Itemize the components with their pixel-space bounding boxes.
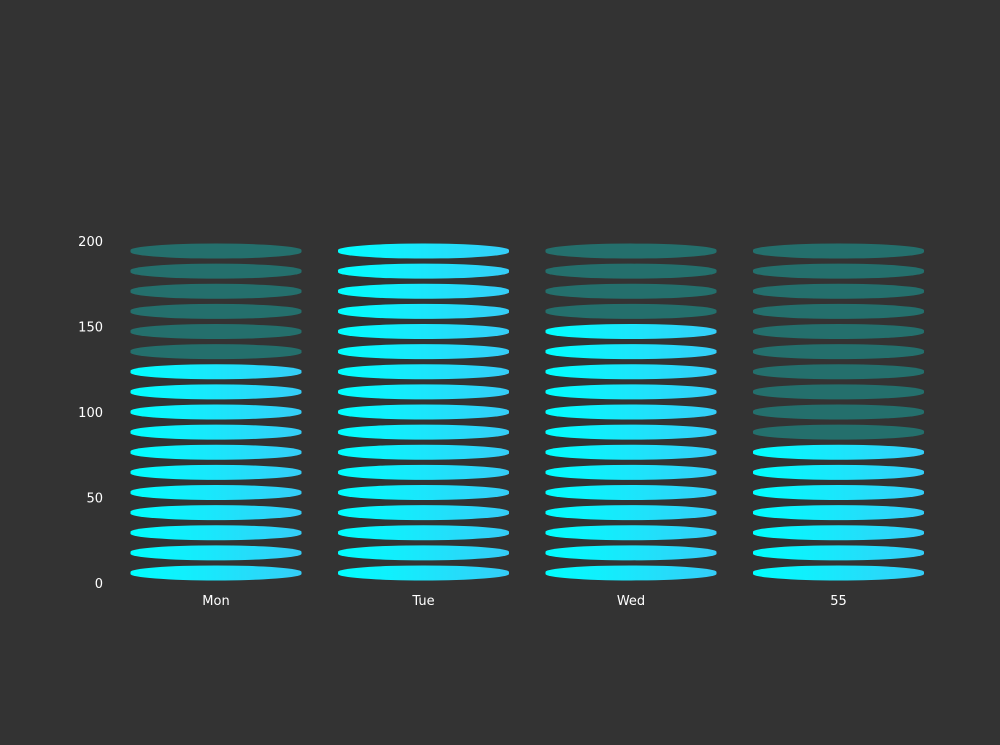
bar-segment-empty (130, 243, 302, 259)
bar-segment-filled (545, 364, 717, 380)
x-tick-label: 55 (830, 594, 847, 609)
bar-segment-empty (753, 384, 924, 400)
bar-segment-empty (545, 303, 717, 319)
bar-segment-filled (338, 324, 509, 340)
bar-segment-filled (130, 525, 302, 541)
y-axis: 0 50 100 150 200 (78, 235, 103, 592)
y-tick-label: 100 (78, 406, 103, 421)
bar-segment-empty (753, 303, 924, 319)
bar-segment-filled (753, 484, 924, 500)
bar-segment-empty (545, 263, 717, 279)
bar-segment-filled (753, 464, 924, 480)
bar-segment-filled (338, 505, 509, 521)
bar-55 (753, 243, 924, 581)
bar-segment-filled (338, 303, 509, 319)
bar-segment-filled (130, 424, 302, 440)
bar-segment-empty (130, 263, 302, 279)
bar-segment-filled (753, 525, 924, 541)
bar-segment-filled (130, 444, 302, 460)
bar-segment-filled (545, 484, 717, 500)
bar-tue (338, 243, 509, 581)
bar-segment-empty (130, 324, 302, 340)
bar-segment-filled (338, 484, 509, 500)
y-tick-label: 150 (78, 321, 103, 336)
bar-segment-filled (545, 525, 717, 541)
bar-segment-filled (130, 404, 302, 420)
bar-segment-filled (338, 364, 509, 380)
bar-segment-filled (545, 545, 717, 561)
bar-segment-filled (338, 283, 509, 299)
bar-segment-empty (545, 283, 717, 299)
y-tick-label: 200 (78, 235, 103, 250)
bar-segment-empty (130, 303, 302, 319)
bar-segment-filled (545, 444, 717, 460)
x-tick-label: Mon (202, 594, 229, 609)
bar-segment-filled (545, 464, 717, 480)
bar-segment-empty (753, 283, 924, 299)
x-tick-label: Tue (411, 594, 434, 609)
x-tick-label: Wed (617, 594, 645, 609)
bar-segment-empty (753, 344, 924, 360)
bar-segment-filled (338, 404, 509, 420)
bar-segment-empty (753, 243, 924, 259)
bar-segment-filled (130, 565, 302, 581)
bar-segment-empty (753, 324, 924, 340)
bar-segment-empty (753, 364, 924, 380)
bar-segment-empty (130, 283, 302, 299)
bar-segment-filled (338, 243, 509, 259)
bar-segment-filled (753, 545, 924, 561)
bar-segment-filled (130, 505, 302, 521)
bar-mon (130, 243, 302, 581)
bar-segment-filled (338, 263, 509, 279)
bar-segment-filled (338, 344, 509, 360)
bar-segment-filled (338, 444, 509, 460)
bar-segment-filled (545, 324, 717, 340)
bar-segment-filled (338, 424, 509, 440)
bar-segment-filled (338, 545, 509, 561)
bar-segment-filled (753, 505, 924, 521)
bar-segment-empty (545, 243, 717, 259)
bar-segment-filled (338, 384, 509, 400)
bar-segment-filled (130, 464, 302, 480)
bar-segment-filled (545, 384, 717, 400)
bars (130, 243, 924, 581)
bar-segment-filled (753, 565, 924, 581)
bar-segment-filled (545, 565, 717, 581)
bar-segment-filled (545, 344, 717, 360)
bar-segment-empty (753, 404, 924, 420)
bar-segment-filled (130, 545, 302, 561)
bar-segment-filled (130, 364, 302, 380)
bar-segment-filled (338, 525, 509, 541)
bar-segment-empty (130, 344, 302, 360)
bar-segment-filled (338, 565, 509, 581)
bar-segment-filled (130, 384, 302, 400)
bar-segment-filled (545, 404, 717, 420)
bar-segment-empty (753, 263, 924, 279)
bar-segment-filled (130, 484, 302, 500)
y-tick-label: 0 (95, 577, 103, 592)
y-tick-label: 50 (86, 492, 103, 507)
bar-segment-filled (545, 505, 717, 521)
bar-segment-filled (753, 444, 924, 460)
bar-segment-filled (545, 424, 717, 440)
bar-segment-filled (338, 464, 509, 480)
x-axis: Mon Tue Wed 55 (202, 594, 846, 609)
bar-segment-empty (753, 424, 924, 440)
bar-wed (545, 243, 717, 581)
